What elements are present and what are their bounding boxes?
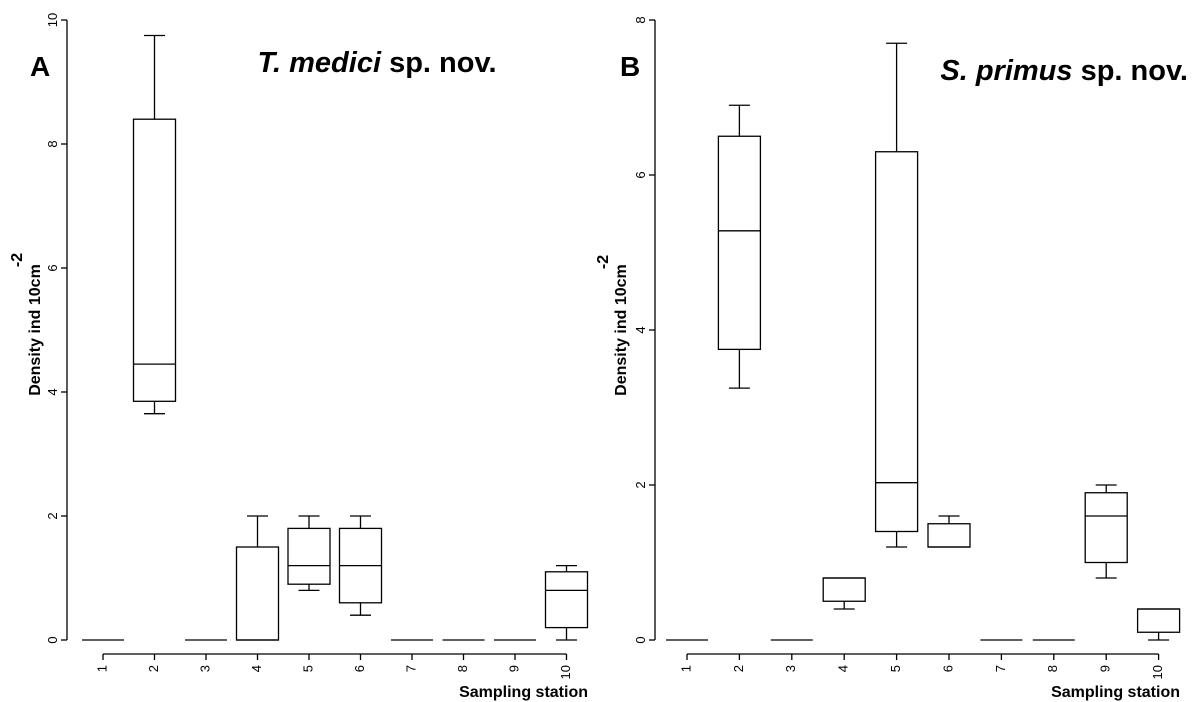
box-station-6 xyxy=(927,515,971,548)
y-tick-label: 2 xyxy=(45,512,60,519)
x-tick-label: 10 xyxy=(558,665,573,679)
x-tick-label: 2 xyxy=(146,665,161,672)
x-tick-label: 3 xyxy=(783,665,798,672)
x-tick-label: 10 xyxy=(1150,665,1165,679)
x-tick-label: 1 xyxy=(94,665,109,672)
x-axis-label: Sampling station xyxy=(1051,684,1180,701)
box-iqr xyxy=(1084,492,1128,564)
y-tick-label: 8 xyxy=(633,16,648,23)
x-tick-label: 7 xyxy=(403,665,418,672)
x-tick-label: 4 xyxy=(836,665,851,672)
box-iqr xyxy=(874,151,919,533)
y-tick-label: 0 xyxy=(45,636,60,643)
x-tick-label: 9 xyxy=(1098,665,1113,672)
box-iqr xyxy=(235,546,280,641)
box-iqr xyxy=(287,527,331,585)
x-tick-label: 1 xyxy=(678,665,693,672)
y-tick-label: 0 xyxy=(633,636,648,643)
x-tick-label: 9 xyxy=(506,665,521,672)
y-tick-label: 6 xyxy=(45,264,60,271)
title-suffix: sp. nov. xyxy=(381,47,496,79)
y-axis-label: Density ind 10cm xyxy=(27,264,44,396)
box-station-4 xyxy=(235,515,280,641)
chart-panel-b: B S. primus sp. nov. 0 2 4 6 8 1 2 3 4 5 6 7 8 9 10 Densi… xyxy=(595,16,1188,701)
box-station-10 xyxy=(544,564,589,641)
x-tick-label: 3 xyxy=(197,665,212,672)
box-station-5 xyxy=(287,515,331,592)
x-tick-label: 6 xyxy=(352,665,367,672)
chart-title: T. medici sp. nov. xyxy=(257,47,496,79)
box-station-9 xyxy=(1084,484,1128,579)
y-tick-label: 10 xyxy=(45,13,60,27)
y-axis-label: Density ind 10cm xyxy=(613,264,630,396)
x-tick-label: 5 xyxy=(888,665,903,672)
box-station-4 xyxy=(822,577,866,610)
y-tick-label: 4 xyxy=(633,326,648,333)
x-axis-label: Sampling station xyxy=(459,684,588,701)
panel-letter: A xyxy=(30,51,50,82)
y-axis-label-superscript: -2 xyxy=(595,255,612,269)
y-axis-label-superscript: -2 xyxy=(9,253,26,267)
x-tick-label: 8 xyxy=(1045,665,1060,672)
x-tick-label: 4 xyxy=(249,665,264,672)
y-tick-label: 6 xyxy=(633,171,648,178)
y-tick-label: 4 xyxy=(45,388,60,395)
x-tick-label: 6 xyxy=(940,665,955,672)
box-iqr xyxy=(544,571,589,629)
x-tick-label: 7 xyxy=(993,665,1008,672)
title-species: T. medici xyxy=(257,47,381,79)
panel-letter: B xyxy=(620,51,640,82)
x-tick-label: 5 xyxy=(300,665,315,672)
x-tick-label: 2 xyxy=(731,665,746,672)
x-tick-label: 8 xyxy=(455,665,470,672)
chart-title: S. primus sp. nov. xyxy=(940,55,1188,87)
box-station-2 xyxy=(132,34,177,415)
title-species: S. primus xyxy=(940,55,1072,87)
box-station-6 xyxy=(338,515,383,616)
box-iqr xyxy=(822,577,866,602)
box-iqr xyxy=(1136,608,1181,633)
box-station-2 xyxy=(717,104,762,389)
box-iqr xyxy=(717,135,762,351)
box-station-5 xyxy=(874,42,919,548)
y-tick-label: 2 xyxy=(633,481,648,488)
y-tick-label: 8 xyxy=(45,140,60,147)
box-iqr xyxy=(132,118,177,402)
box-iqr xyxy=(927,523,971,548)
title-suffix: sp. nov. xyxy=(1073,55,1188,87)
box-station-10 xyxy=(1136,608,1181,641)
